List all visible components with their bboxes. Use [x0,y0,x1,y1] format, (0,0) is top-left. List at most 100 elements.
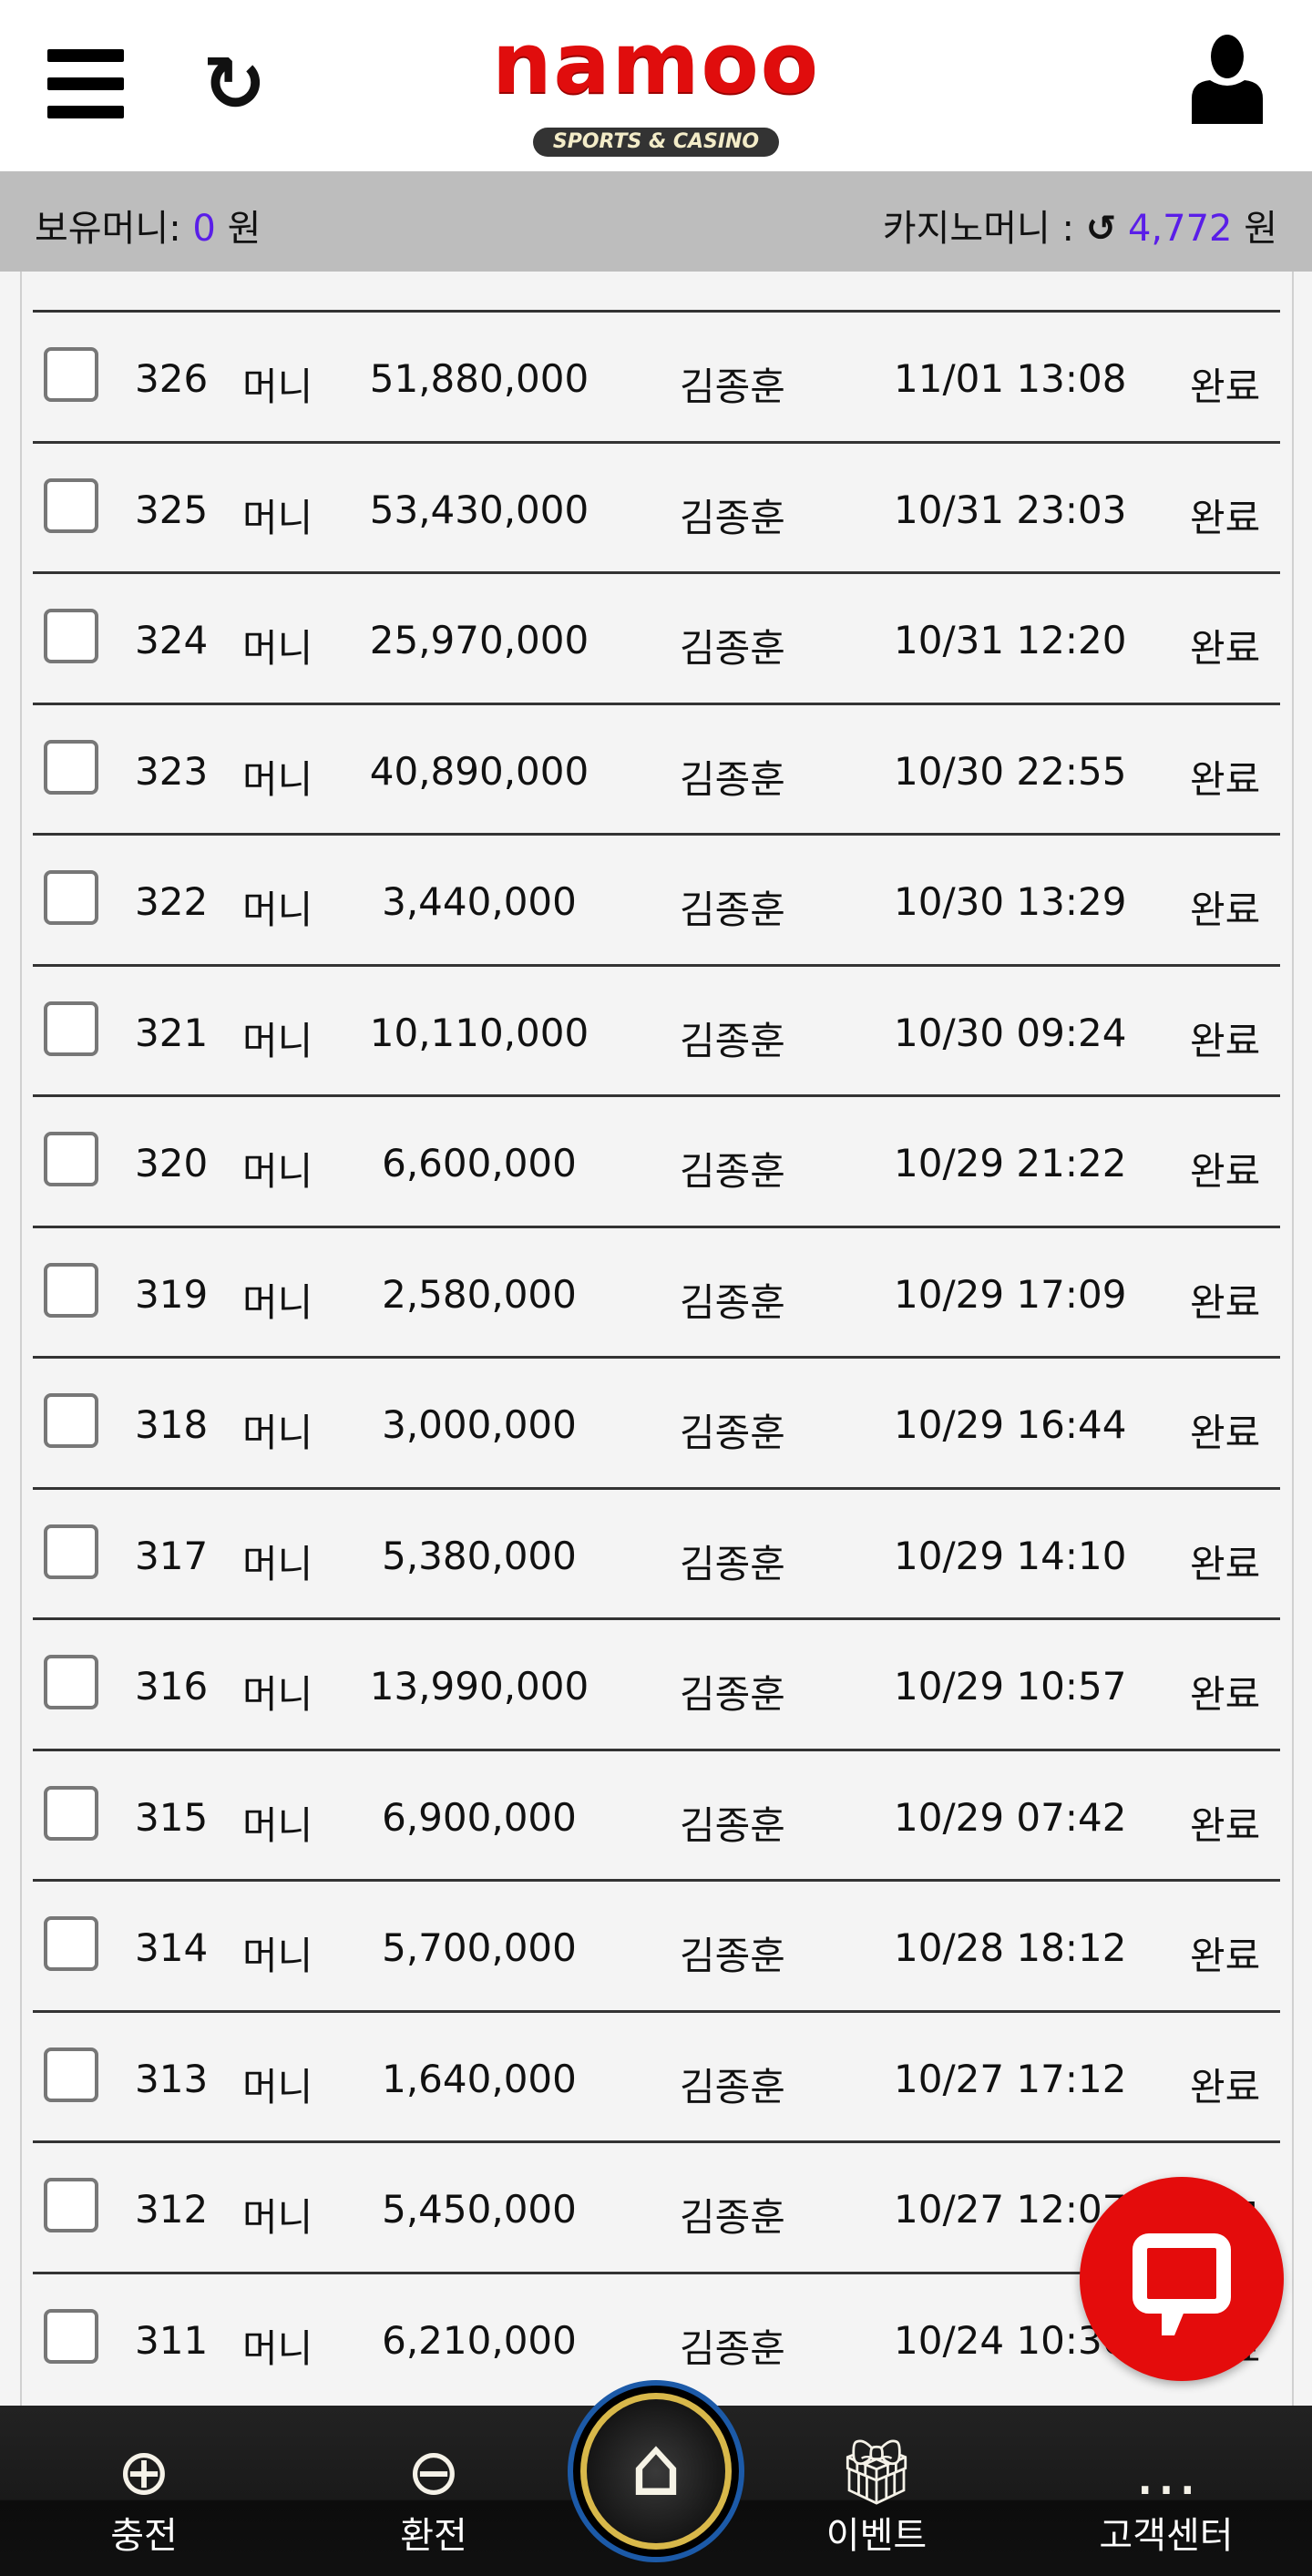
piggy-plus-icon: ⊕ [117,2435,171,2509]
row-checkbox[interactable] [44,347,98,402]
row-date: 10/29 16:44 [894,1402,1127,1447]
row-number: 318 [135,1402,209,1447]
row-name: 김종훈 [680,626,785,671]
row-name: 김종훈 [680,1149,785,1194]
nav-withdraw[interactable]: ⊖ 환전 [343,2406,525,2576]
row-date: 10/30 13:29 [894,879,1127,924]
row-status: 완료 [1190,888,1261,932]
user-icon[interactable] [1188,35,1266,124]
table-row: 315 머니 6,900,000 김종훈 10/29 07:42 완료 [33,1748,1280,1880]
row-name: 김종훈 [680,1541,785,1586]
row-number: 319 [135,1271,209,1317]
balance-bar: 보유머니: 0 원 카지노머니 : ↺ 4,772 원 [0,171,1312,272]
row-name: 김종훈 [680,1411,785,1455]
nav-event-label: 이벤트 [825,2515,928,2557]
row-type: 머니 [242,2064,313,2109]
row-amount: 25,970,000 [369,618,589,662]
logo-subtitle: SPORTS & CASINO [532,128,780,157]
header: ↻ namoo SPORTS & CASINO [0,0,1312,171]
casino-refresh-icon[interactable]: ↺ [1085,208,1117,250]
hamburger-icon[interactable] [47,49,124,118]
row-date: 10/31 23:03 [894,487,1127,532]
held-money-unit: 원 [227,208,261,250]
refresh-icon[interactable]: ↻ [202,39,267,128]
row-date: 10/27 17:12 [894,2056,1127,2101]
nav-deposit-label: 충전 [110,2515,178,2557]
row-checkbox[interactable] [44,1916,98,1971]
row-number: 321 [135,1010,209,1055]
row-date: 10/29 10:57 [894,1664,1127,1709]
row-checkbox[interactable] [44,1785,98,1841]
row-checkbox[interactable] [44,1655,98,1709]
row-number: 311 [135,2317,209,2363]
table-row: 313 머니 1,640,000 김종훈 10/27 17:12 완료 [33,2009,1280,2141]
held-money-value: 0 [192,208,216,250]
row-number: 317 [135,1533,209,1578]
table-row: 320 머니 6,600,000 김종훈 10/29 21:22 완료 [33,1094,1280,1226]
history-table: 326 머니 51,880,000 김종훈 11/01 13:08 완료 325… [33,310,1280,2402]
row-type: 머니 [242,1934,313,1978]
row-amount: 5,450,000 [382,2187,577,2232]
row-name: 김종훈 [680,2064,785,2109]
row-name: 김종훈 [680,495,785,540]
table-row: 314 머니 5,700,000 김종훈 10/28 18:12 완료 [33,1879,1280,2010]
table-row: 319 머니 2,580,000 김종훈 10/29 17:09 완료 [33,1225,1280,1357]
table-row: 317 머니 5,380,000 김종훈 10/29 14:10 완료 [33,1486,1280,1618]
home-button[interactable]: ⌂ [568,2380,744,2562]
piggy-minus-icon: ⊖ [406,2435,461,2509]
row-number: 315 [135,1794,209,1840]
row-checkbox[interactable] [44,609,98,663]
row-type: 머니 [242,1672,313,1717]
row-name: 김종훈 [680,364,785,409]
logo[interactable]: namoo SPORTS & CASINO [437,7,875,168]
row-name: 김종훈 [680,1802,785,1848]
nav-support-label: 고객센터 [1099,2515,1234,2557]
row-type: 머니 [242,2325,313,2371]
row-type: 머니 [242,888,313,932]
table-row: 316 머니 13,990,000 김종훈 10/29 10:57 완료 [33,1617,1280,1749]
row-amount: 6,600,000 [382,1141,577,1185]
row-checkbox[interactable] [44,2178,98,2232]
row-name: 김종훈 [680,1934,785,1978]
row-date: 10/24 10:30 [894,2317,1127,2363]
nav-support[interactable]: … 고객센터 [1075,2406,1257,2576]
row-status: 완료 [1190,1541,1261,1586]
row-status: 완료 [1190,1018,1261,1063]
row-checkbox[interactable] [44,870,98,925]
row-amount: 5,380,000 [382,1533,577,1578]
row-name: 김종훈 [680,1279,785,1325]
table-row: 324 머니 25,970,000 김종훈 10/31 12:20 완료 [33,571,1280,703]
row-type: 머니 [242,495,313,540]
row-checkbox[interactable] [44,1132,98,1186]
row-checkbox[interactable] [44,1393,98,1448]
row-amount: 3,440,000 [382,879,577,924]
row-number: 314 [135,1925,209,1970]
row-checkbox[interactable] [44,739,98,795]
row-type: 머니 [242,2195,313,2240]
casino-money-value: 4,772 [1127,208,1233,250]
history-panel [20,272,1294,2406]
row-date: 10/30 22:55 [894,748,1127,794]
casino-money-unit: 원 [1244,208,1277,250]
casino-money: 카지노머니 : ↺ 4,772 원 [883,199,1277,251]
live-chat-button[interactable] [1080,2177,1284,2381]
row-amount: 1,640,000 [382,2056,577,2101]
nav-deposit[interactable]: ⊕ 충전 [53,2406,235,2576]
row-type: 머니 [242,756,313,802]
row-date: 10/28 18:12 [894,1925,1127,1970]
row-checkbox[interactable] [44,2047,98,2102]
casino-money-label: 카지노머니 : [882,208,1074,250]
row-status: 완료 [1190,1411,1261,1455]
row-status: 완료 [1190,626,1261,671]
row-checkbox[interactable] [44,1524,98,1579]
row-checkbox[interactable] [44,2308,98,2364]
row-number: 313 [135,2056,209,2101]
nav-event[interactable]: 🎁︎ 이벤트 [785,2406,968,2576]
row-checkbox[interactable] [44,1262,98,1318]
row-number: 326 [135,356,209,401]
headset-chat-icon: … [1134,2435,1198,2509]
row-type: 머니 [242,1802,313,1848]
row-name: 김종훈 [680,1672,785,1717]
row-checkbox[interactable] [44,1001,98,1056]
row-checkbox[interactable] [44,477,98,533]
